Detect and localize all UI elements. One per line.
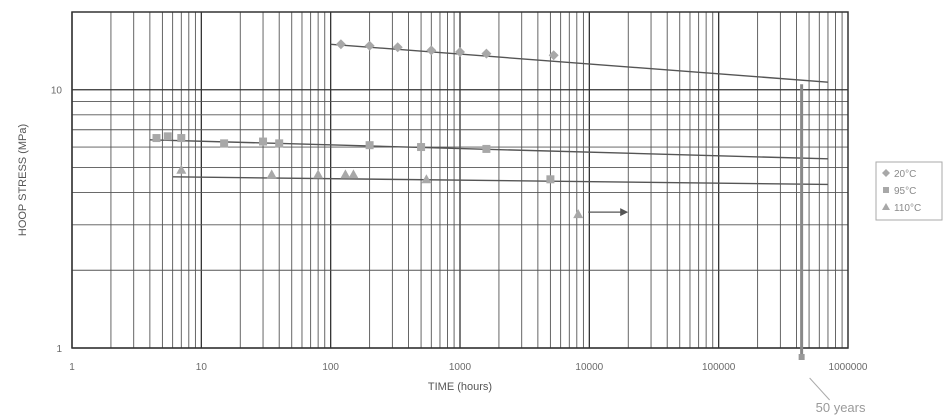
data-point: [426, 45, 437, 56]
data-point: [481, 48, 492, 59]
data-point: [364, 40, 375, 51]
legend-entry: 110°C: [894, 203, 921, 214]
annotation-text: 50 years: [816, 400, 866, 415]
legend-marker: [882, 203, 890, 210]
data-point: [348, 169, 359, 179]
x-tick-label: 100: [322, 362, 339, 373]
x-tick-label: 1: [69, 362, 75, 373]
data-point: [482, 144, 491, 153]
regression-line: [330, 43, 829, 83]
x-tick-label: 1000: [449, 362, 472, 373]
data-point: [573, 209, 584, 219]
x-tick-label: 1000000: [829, 362, 868, 373]
legend-marker: [882, 169, 890, 177]
x-tick-label: 10000: [575, 362, 603, 373]
data-point: [163, 132, 172, 141]
legend-entry: 20°C: [894, 169, 916, 180]
y-axis-label: HOOP STRESS (MPa): [17, 124, 29, 236]
data-point: [546, 175, 555, 184]
runout-arrow-head: [620, 208, 629, 217]
data-point: [177, 134, 186, 143]
data-point: [152, 134, 161, 143]
annotation-leader: [809, 377, 831, 401]
data-point: [421, 174, 432, 184]
data-point: [220, 139, 229, 148]
legend: 20°C 95°C 110°C: [875, 161, 943, 221]
data-point: [455, 47, 465, 58]
data-point: [176, 164, 187, 174]
x-axis-ticks: 1 10 100 1000 10000 100000 1000000: [69, 362, 868, 373]
fifty-years-point: [798, 354, 805, 360]
data-point: [340, 169, 351, 179]
y-axis-ticks: 1 10: [51, 86, 63, 355]
data-point: [392, 42, 403, 53]
legend-marker: [883, 187, 889, 193]
y-tick-label: 10: [51, 86, 63, 97]
data-point: [548, 50, 559, 61]
grid-lines: [71, 11, 848, 349]
data-point: [313, 169, 324, 179]
annotations: 50 years: [798, 84, 866, 415]
data-point: [259, 137, 268, 146]
x-tick-label: 10: [196, 362, 208, 373]
data-point: [266, 169, 277, 179]
plot-frame: [71, 11, 849, 349]
x-axis-label: TIME (hours): [428, 381, 492, 393]
legend-entry: 95°C: [894, 186, 916, 197]
data-point: [417, 143, 426, 152]
data-points: [152, 39, 629, 219]
regression-line: [172, 176, 828, 186]
data-point: [335, 39, 346, 50]
x-tick-label: 100000: [702, 362, 736, 373]
y-tick-label: 1: [56, 344, 62, 355]
data-point: [365, 141, 374, 150]
data-point: [275, 139, 284, 148]
